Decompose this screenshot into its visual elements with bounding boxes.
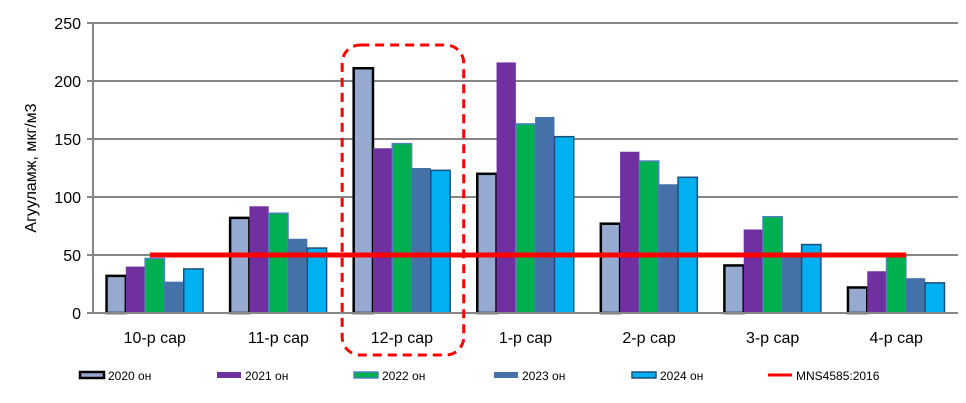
legend-label: 2021 он — [245, 369, 288, 383]
bar-2022-он-5 — [762, 215, 784, 314]
x-category-label: 10-р сар — [124, 330, 186, 347]
bar-2023-он-2 — [411, 168, 431, 313]
y-tick-label: 100 — [54, 190, 81, 207]
bar-2020-он-6 — [846, 286, 869, 315]
bar-2022-он-2 — [391, 142, 413, 314]
legend-label: 2022 он — [382, 369, 425, 383]
bar-2023-он-5 — [782, 255, 802, 313]
bar-2023-он-0 — [164, 281, 184, 313]
bars — [105, 62, 946, 315]
bar-2020-он-3 — [476, 172, 498, 315]
bar-2024-он-3 — [553, 135, 575, 314]
bar-2022-он-0 — [144, 257, 166, 314]
x-category-label: 11-р сар — [248, 330, 309, 347]
x-axis-categories: 10-р сар 11-р сар 12-р сар 1-р сар 2-р сар 3-… — [124, 330, 923, 347]
bar-2022-он-6 — [885, 254, 907, 314]
x-category-label: 3-р сар — [746, 330, 799, 347]
y-axis-ticks: 0 50 100 150 200 250 — [54, 16, 81, 323]
bar-2023-он-4 — [658, 184, 679, 313]
bar-2021-он-0 — [125, 266, 146, 313]
bar-2024-он-2 — [430, 169, 451, 314]
bar-2023-он-6 — [905, 278, 926, 313]
legend-swatch — [217, 372, 241, 378]
bar-2021-он-4 — [620, 151, 640, 313]
x-category-label: 1-р сар — [499, 330, 552, 347]
x-category-label: 4-р сар — [870, 330, 923, 347]
bar-2022-он-1 — [267, 212, 289, 314]
legend-label: MNS4585:2016 — [796, 369, 880, 383]
legend-swatch — [353, 371, 379, 379]
bar-2022-он-3 — [515, 123, 536, 314]
legend-swatch — [494, 372, 518, 378]
legend-swatch — [631, 371, 657, 379]
bar-2023-он-1 — [288, 238, 308, 313]
y-tick-label: 250 — [54, 16, 81, 33]
bar-2024-он-6 — [924, 282, 946, 314]
legend-label: 2023 он — [522, 369, 565, 383]
bar-2024-он-0 — [182, 268, 204, 314]
legend: 2020 он 2021 он 2022 он 2023 он 2024 он MNS45… — [78, 369, 880, 383]
y-tick-label: 200 — [54, 74, 81, 91]
bar-2020-он-4 — [599, 222, 622, 315]
bar-2020-он-1 — [228, 216, 251, 315]
bar-2021-он-5 — [743, 229, 763, 313]
bar-2021-он-3 — [496, 62, 516, 313]
highlight-box — [340, 43, 466, 357]
legend-label: 2024 он — [660, 369, 703, 383]
x-category-label: 2-р сар — [622, 330, 675, 347]
bar-2021-он-1 — [249, 206, 269, 313]
bar-2023-он-3 — [535, 116, 555, 314]
legend-label: 2020 он — [108, 369, 151, 383]
bar-2020-он-2 — [352, 66, 375, 315]
bar-2020-он-5 — [723, 264, 745, 315]
bar-2024-он-1 — [306, 247, 328, 314]
y-tick-label: 0 — [72, 306, 81, 323]
bar-2021-он-6 — [867, 271, 887, 313]
y-axis-label: Агууламж, мкг/м3 — [23, 103, 40, 232]
bar-2020-он-0 — [105, 274, 128, 315]
bar-2024-он-4 — [677, 176, 699, 314]
x-category-label: 12-р сар — [371, 330, 433, 347]
bar-2022-он-4 — [638, 160, 660, 314]
y-tick-label: 50 — [63, 248, 81, 265]
bar-2021-он-2 — [372, 148, 393, 313]
legend-swatch — [78, 370, 106, 380]
y-tick-label: 150 — [54, 132, 81, 149]
